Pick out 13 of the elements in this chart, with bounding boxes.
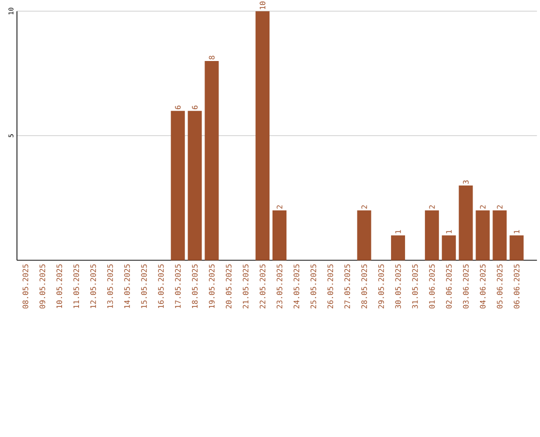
bar — [476, 210, 490, 260]
bar — [510, 235, 524, 260]
bar — [492, 210, 507, 260]
bar — [424, 210, 439, 260]
bar — [391, 235, 406, 260]
bar — [204, 61, 219, 260]
bar — [170, 110, 185, 260]
bar — [357, 210, 372, 260]
bar — [272, 210, 286, 260]
bar — [188, 110, 202, 260]
bar — [442, 235, 456, 260]
bar — [458, 186, 473, 260]
bar — [256, 11, 270, 260]
